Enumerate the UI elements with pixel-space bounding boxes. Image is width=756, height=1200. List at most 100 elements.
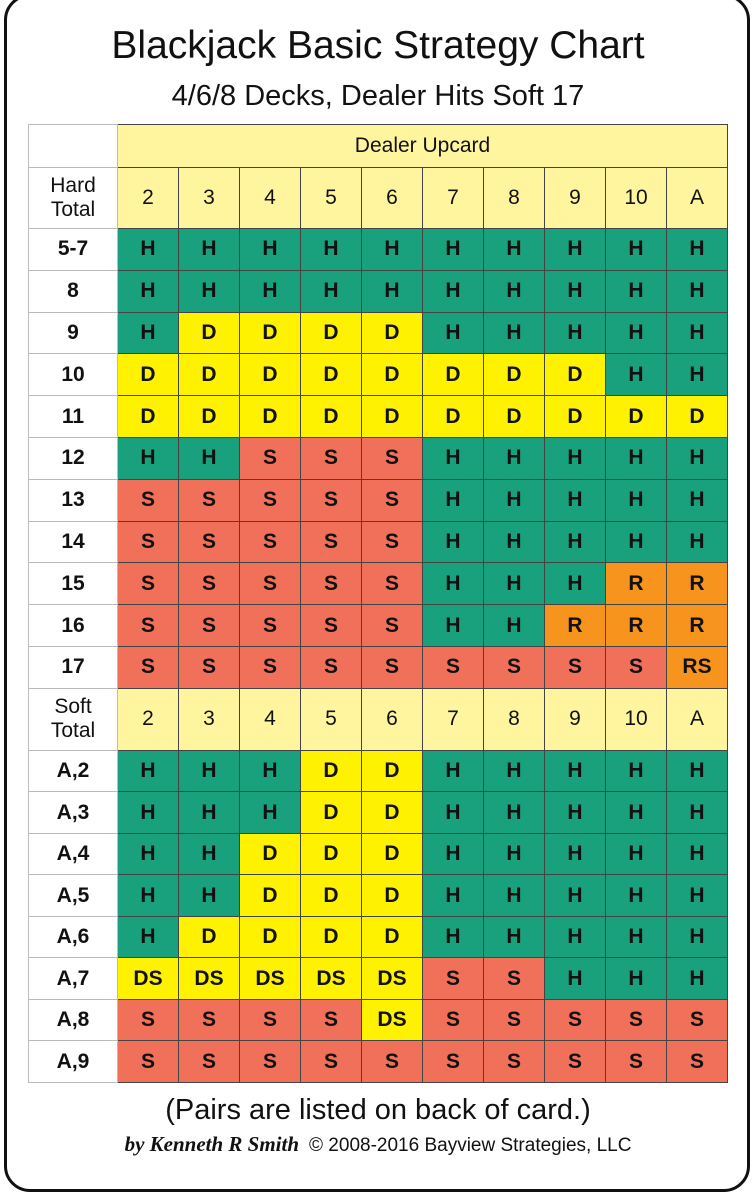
upcard-9: 9 (544, 167, 606, 229)
action-cell: D (361, 832, 423, 876)
action-cell: H (117, 832, 179, 876)
action-cell: H (178, 749, 240, 793)
action-cell: D (239, 311, 301, 355)
action-cell: S (300, 562, 362, 606)
hard-total: 11 (28, 395, 118, 438)
action-cell: S (666, 998, 728, 1042)
soft-total: A,8 (28, 998, 118, 1042)
soft-row: A,8 S S S S DS S S S S S (28, 998, 728, 1042)
action-cell: D (361, 311, 423, 355)
action-cell: S (117, 645, 179, 689)
action-cell: S (361, 478, 423, 522)
action-cell: H (300, 269, 362, 313)
action-cell: D (483, 353, 545, 397)
action-cell: H (483, 562, 545, 606)
chart-subtitle: 4/6/8 Decks, Dealer Hits Soft 17 (171, 80, 585, 112)
action-cell: S (300, 604, 362, 647)
action-cell: H (239, 269, 301, 313)
action-cell: H (422, 228, 484, 271)
action-cell: H (666, 957, 728, 1000)
hard-label-line2: Total (50, 198, 96, 221)
upcard-4: 4 (239, 167, 301, 229)
action-cell: H (544, 749, 606, 793)
soft-total: A,9 (28, 1040, 118, 1083)
action-cell: R (605, 562, 667, 606)
action-cell: S (178, 562, 240, 606)
action-cell: H (544, 520, 606, 564)
action-cell: S (544, 645, 606, 689)
action-cell: S (178, 520, 240, 564)
action-cell: H (605, 311, 667, 355)
action-cell: S (544, 1040, 606, 1083)
action-cell: D (239, 874, 301, 917)
action-cell: H (666, 791, 728, 834)
upcard-5: 5 (300, 687, 362, 751)
action-cell: H (605, 874, 667, 917)
action-cell: H (605, 478, 667, 522)
hard-total: 8 (28, 269, 118, 313)
action-cell: H (483, 749, 545, 793)
soft-row: A,2 H H H D D H H H H H (28, 749, 728, 793)
action-cell: S (483, 645, 545, 689)
action-cell: H (483, 436, 545, 480)
action-cell: D (178, 915, 240, 959)
upcard-A: A (666, 167, 728, 229)
action-cell: D (544, 395, 606, 438)
action-cell: D (422, 395, 484, 438)
action-cell: H (544, 791, 606, 834)
hard-row: 17 S S S S S S S S S RS (28, 645, 728, 689)
action-cell: D (483, 395, 545, 438)
hard-row: 15 S S S S S H H H R R (28, 562, 728, 606)
action-cell: D (178, 311, 240, 355)
soft-row: A,6 H D D D D H H H H H (28, 915, 728, 959)
action-cell: H (178, 269, 240, 313)
action-cell: D (300, 749, 362, 793)
credit-line: by Kenneth R Smith © 2008-2016 Bayview St… (0, 1132, 756, 1157)
corner-cell (28, 124, 118, 168)
soft-row: A,3 H H H D D H H H H H (28, 791, 728, 834)
soft-total-label: Soft Total (28, 687, 118, 751)
action-cell: H (666, 832, 728, 876)
action-cell: S (361, 562, 423, 606)
action-cell: D (178, 395, 240, 438)
action-cell: S (239, 604, 301, 647)
action-cell: S (239, 645, 301, 689)
action-cell: D (178, 353, 240, 397)
soft-row: A,9 S S S S S S S S S S (28, 1040, 728, 1083)
action-cell: H (483, 269, 545, 313)
action-cell: H (239, 791, 301, 834)
upcard-3: 3 (178, 687, 240, 751)
action-cell: S (300, 645, 362, 689)
action-cell: R (605, 604, 667, 647)
action-cell: H (666, 311, 728, 355)
action-cell: H (422, 915, 484, 959)
action-cell: H (483, 520, 545, 564)
hard-total-label: Hard Total (28, 167, 118, 229)
action-cell: H (544, 915, 606, 959)
action-cell: RS (666, 645, 728, 689)
upcard-8: 8 (483, 687, 545, 751)
action-cell: D (300, 311, 362, 355)
action-cell: S (178, 998, 240, 1042)
action-cell: R (666, 562, 728, 606)
action-cell: S (483, 957, 545, 1000)
action-cell: H (117, 228, 179, 271)
upcard-10: 10 (605, 167, 667, 229)
action-cell: H (117, 311, 179, 355)
action-cell: S (239, 1040, 301, 1083)
upcard-9: 9 (544, 687, 606, 751)
hard-total: 13 (28, 478, 118, 522)
action-cell: H (544, 436, 606, 480)
upcard-6: 6 (361, 167, 423, 229)
action-cell: D (361, 395, 423, 438)
action-cell: S (178, 478, 240, 522)
soft-total: A,4 (28, 832, 118, 876)
action-cell: D (300, 791, 362, 834)
action-cell: H (666, 269, 728, 313)
action-cell: DS (178, 957, 240, 1000)
action-cell: S (422, 957, 484, 1000)
action-cell: H (605, 228, 667, 271)
action-cell: D (300, 353, 362, 397)
action-cell: H (666, 915, 728, 959)
action-cell: S (117, 604, 179, 647)
